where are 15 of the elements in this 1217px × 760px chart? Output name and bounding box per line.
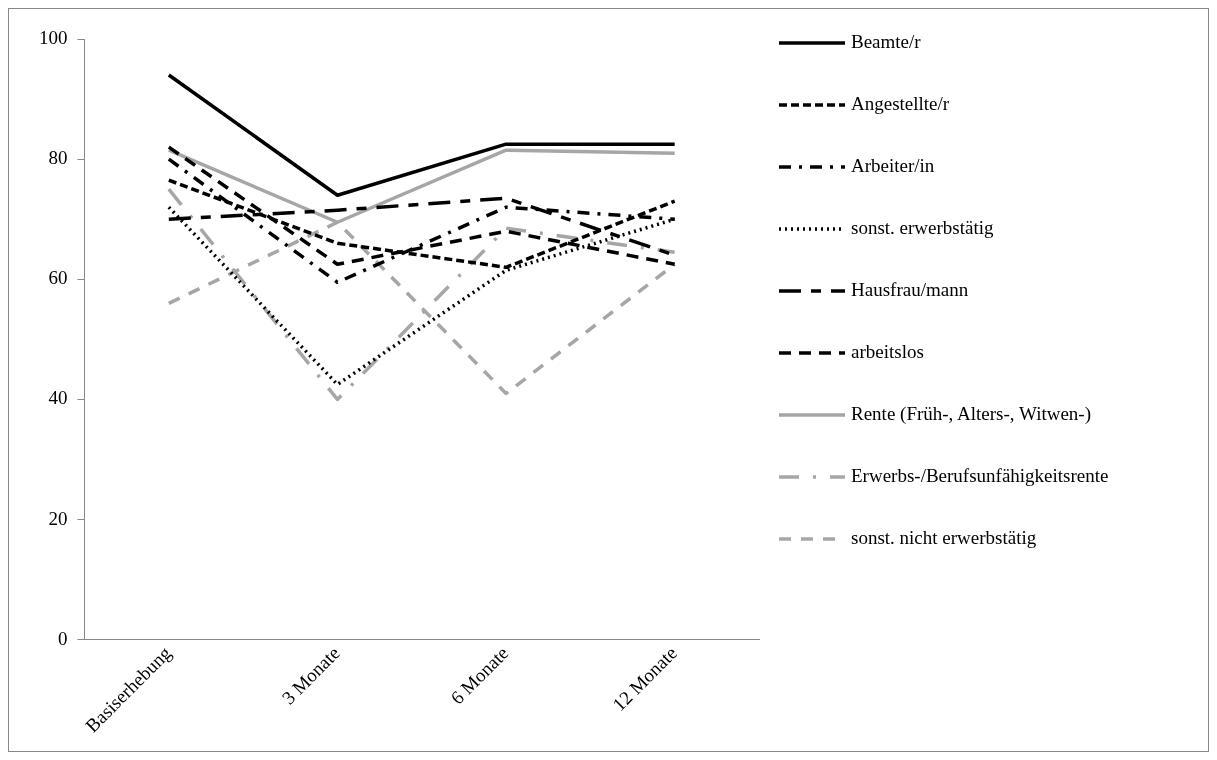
legend-label: sonst. erwerbstätig (851, 216, 994, 240)
legend-label: Angestellte/r (851, 92, 950, 116)
y-tick-label: 80 (48, 147, 68, 169)
legend-label: arbeitslos (851, 340, 924, 364)
legend-label: Beamte/r (851, 30, 921, 54)
legend-label: Arbeiter/in (851, 154, 935, 178)
y-tick-label: 0 (58, 627, 68, 649)
legend-label: Erwerbs-/Berufsunfähigkeitsrente (851, 464, 1109, 488)
y-tick-label: 60 (48, 267, 68, 289)
y-tick-label: 40 (48, 387, 68, 409)
legend-label: sonst. nicht erwerbstätig (851, 526, 1037, 550)
y-tick-label: 100 (39, 26, 68, 48)
legend-label: Rente (Früh-, Alters-, Witwen-) (851, 402, 1092, 426)
y-tick-label: 20 (48, 507, 68, 529)
legend-label: Hausfrau/mann (851, 278, 969, 302)
